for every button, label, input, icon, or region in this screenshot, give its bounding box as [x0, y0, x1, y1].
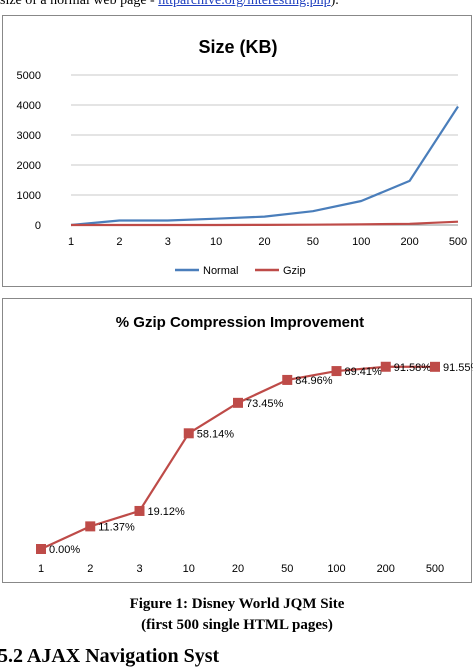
x-tick-label: 1 [68, 236, 74, 248]
x-tick-label: 10 [210, 236, 222, 248]
y-tick-label: 3000 [17, 130, 41, 142]
x-tick-label: 200 [400, 236, 418, 248]
gzip-improvement-chart-panel: % Gzip Compression Improvement 0.00% 11.37… [2, 298, 474, 583]
data-label: 19.12% [148, 506, 186, 518]
gzip-improvement-chart: % Gzip Compression Improvement 0.00% 11.37… [36, 314, 474, 575]
x-tick-label: 100 [327, 563, 345, 575]
data-point-marker [430, 361, 440, 372]
y-tick-label: 5000 [17, 70, 41, 82]
series-line-gzip [71, 220, 459, 227]
x-tick-label: 20 [232, 563, 244, 575]
chart-title: % Gzip Compression Improvement [116, 314, 364, 331]
data-point-marker [233, 397, 243, 408]
legend-label-normal: Normal [203, 265, 238, 277]
x-tick-label: 3 [165, 236, 171, 248]
y-tick-label: 0 [35, 220, 41, 232]
x-tick-label: 100 [352, 236, 370, 248]
legend-label-gzip: Gzip [283, 265, 306, 277]
x-tick-label: 1 [38, 563, 44, 575]
intro-text: size of a normal web page - httparchive.… [0, 0, 474, 8]
y-tick-label: 2000 [17, 160, 41, 172]
figure-caption-line2: (first 500 single HTML pages) [141, 617, 333, 633]
x-tick-label: 10 [183, 563, 195, 575]
x-tick-label: 50 [281, 563, 293, 575]
x-tick-label: 20 [258, 236, 270, 248]
data-point-marker [183, 428, 194, 439]
data-label: 73.45% [246, 398, 284, 410]
data-point-marker [331, 366, 342, 377]
x-tick-label: 50 [307, 236, 319, 248]
intro-suffix: ). [330, 0, 339, 8]
data-label: 84.96% [295, 375, 333, 387]
httparchive-link[interactable]: httparchive.org/interesting.php [158, 0, 331, 8]
x-tick-label: 2 [116, 236, 122, 248]
section-heading: 5.2 AJAX Navigation Syst [0, 645, 220, 667]
data-label: 89.41% [345, 366, 383, 378]
intro-prefix: size of a normal web page - [0, 0, 159, 8]
chart-title: Size (KB) [198, 37, 277, 57]
data-label: 91.58% [394, 362, 432, 374]
data-label: 91.55% [443, 362, 473, 374]
data-point-marker [36, 544, 46, 554]
x-tick-label: 500 [426, 563, 444, 575]
size-chart-panel: Size (KB) 0 1000 2000 3000 4000 5000 1 2 3 10 20 50 1… [2, 15, 472, 287]
x-tick-label: 200 [377, 563, 395, 575]
data-label: 0.00% [49, 544, 80, 556]
data-point-marker [85, 521, 96, 532]
figure-caption-line1: Figure 1: Disney World JQM Site [129, 596, 345, 612]
x-tick-label: 2 [87, 563, 93, 575]
y-tick-label: 1000 [17, 190, 41, 202]
size-chart: Size (KB) 0 1000 2000 3000 4000 5000 1 2 3 10 20 50 1… [17, 37, 468, 277]
data-label: 58.14% [197, 428, 235, 440]
series-line-normal [70, 105, 459, 227]
data-point-marker [380, 361, 391, 372]
y-tick-label: 4000 [17, 100, 41, 112]
x-tick-label: 3 [136, 563, 142, 575]
data-label: 11.37% [98, 521, 135, 533]
data-point-marker [134, 505, 145, 516]
x-tick-label: 500 [449, 236, 467, 248]
data-point-marker [282, 374, 293, 385]
